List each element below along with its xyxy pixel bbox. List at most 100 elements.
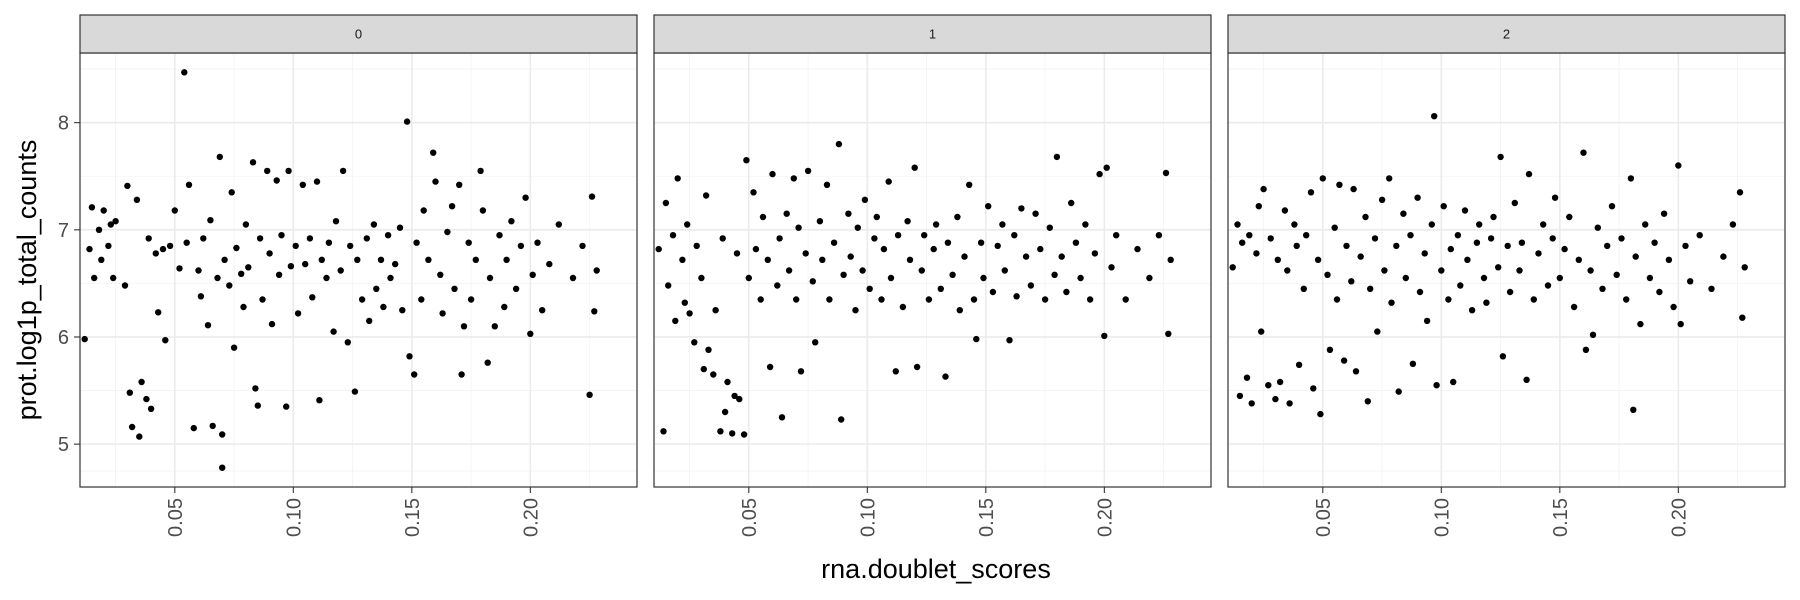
data-point: [387, 274, 394, 282]
data-point: [1549, 235, 1556, 242]
data-point: [740, 431, 748, 438]
data-point: [1155, 232, 1163, 239]
data-point: [684, 221, 691, 228]
data-point: [200, 235, 207, 242]
data-point: [1333, 296, 1341, 303]
data-point: [911, 164, 918, 171]
data-point: [999, 221, 1006, 228]
data-point: [954, 213, 961, 221]
data-point: [790, 175, 797, 182]
data-point: [411, 371, 418, 378]
data-point: [942, 373, 949, 380]
data-point: [705, 346, 712, 353]
data-point: [930, 245, 937, 253]
data-point: [852, 307, 859, 314]
data-point: [1445, 296, 1452, 303]
data-point: [1146, 274, 1153, 282]
data-point: [1082, 221, 1089, 228]
data-point: [437, 271, 444, 278]
data-point: [745, 274, 752, 282]
data-point: [750, 189, 757, 196]
data-point: [733, 250, 741, 257]
data-point: [994, 242, 1001, 250]
data-point: [124, 182, 131, 190]
data-point: [980, 274, 987, 282]
data-point: [330, 328, 337, 335]
data-point: [242, 221, 250, 228]
data-point: [159, 245, 167, 253]
data-point: [219, 464, 226, 471]
data-point: [591, 308, 598, 315]
data-point: [918, 267, 925, 274]
data-point: [88, 204, 96, 211]
data-point: [1561, 245, 1568, 253]
data-point: [228, 189, 235, 196]
data-point: [1675, 162, 1682, 169]
data-point: [783, 210, 790, 217]
data-point: [1362, 213, 1369, 221]
data-point: [660, 428, 667, 435]
data-point: [1001, 267, 1008, 274]
data-point: [1086, 296, 1094, 303]
data-point: [110, 274, 117, 282]
data-point: [420, 207, 427, 214]
data-point: [302, 260, 309, 268]
data-point: [517, 242, 525, 250]
data-point: [854, 224, 861, 231]
data-point: [1303, 232, 1310, 239]
y-axis-title: prot.log1p_total_counts: [12, 140, 42, 421]
data-point: [586, 391, 593, 398]
data-point: [1736, 189, 1744, 196]
data-point: [418, 296, 425, 303]
data-point: [989, 288, 997, 296]
data-point: [1388, 299, 1395, 306]
data-point: [1464, 256, 1471, 263]
data-point: [937, 285, 944, 292]
data-point: [285, 167, 292, 175]
data-point: [1364, 398, 1372, 405]
data-point: [1096, 170, 1103, 178]
data-point: [496, 232, 503, 239]
data-point: [859, 267, 866, 274]
data-point: [456, 181, 463, 188]
data-point: [1613, 271, 1620, 278]
data-point: [273, 177, 280, 184]
data-point: [1041, 296, 1049, 303]
data-point: [766, 363, 774, 371]
data-point: [669, 232, 677, 239]
data-point: [384, 232, 392, 239]
data-point: [1395, 388, 1402, 395]
data-point: [529, 271, 536, 278]
data-point: [1682, 242, 1689, 250]
x-tick-label: 0.15: [1550, 498, 1572, 537]
data-point: [1386, 175, 1393, 182]
data-point: [569, 274, 577, 282]
data-point: [370, 221, 378, 228]
data-point: [1276, 378, 1284, 386]
data-point: [373, 285, 380, 292]
data-point: [1506, 288, 1514, 296]
data-point: [1642, 221, 1649, 228]
data-point: [1367, 285, 1374, 292]
data-point: [316, 397, 323, 404]
data-point: [233, 244, 240, 252]
data-point: [1357, 253, 1364, 260]
data-point: [973, 335, 980, 343]
data-point: [1310, 385, 1317, 392]
data-point: [944, 239, 952, 246]
data-point: [845, 210, 852, 217]
data-point: [672, 317, 679, 325]
data-point: [871, 235, 878, 242]
data-point: [1660, 210, 1668, 217]
x-tick-label: 0.05: [165, 498, 187, 537]
data-point: [743, 157, 750, 164]
data-point: [1473, 239, 1481, 246]
data-point: [207, 217, 214, 224]
data-point: [769, 170, 776, 178]
data-point: [1293, 242, 1300, 250]
data-point: [1438, 267, 1445, 274]
data-point: [323, 274, 330, 282]
data-point: [1454, 232, 1462, 239]
data-point: [961, 253, 968, 260]
data-point: [1371, 235, 1379, 242]
